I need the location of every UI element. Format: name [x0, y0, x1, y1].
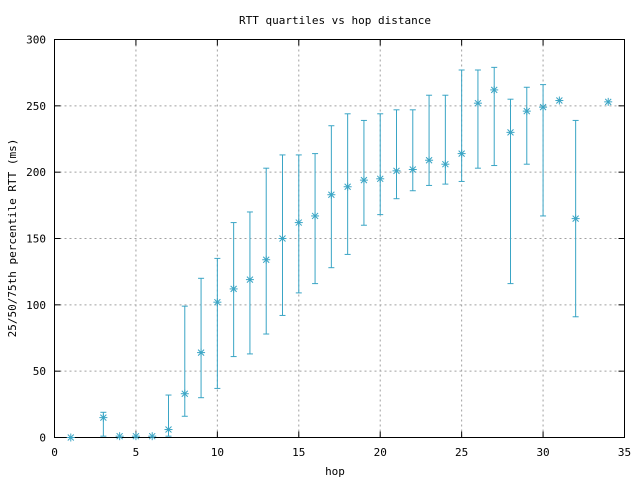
data-points [66, 66, 613, 442]
median-point [376, 174, 385, 183]
marker-stroke [344, 183, 351, 191]
marker-stroke [523, 107, 531, 115]
y-tick-label: 150 [26, 233, 46, 246]
marker-stroke [328, 191, 335, 199]
median-point [311, 211, 320, 220]
median-point [571, 214, 580, 223]
median-point [131, 432, 140, 441]
marker-stroke [246, 276, 254, 283]
median-point [197, 348, 206, 357]
median-point [66, 433, 75, 442]
marker-stroke [474, 99, 482, 107]
chart-title: RTT quartiles vs hop distance [239, 14, 431, 27]
marker-stroke [409, 166, 417, 173]
marker-stroke [572, 215, 579, 222]
y-axis-label: 25/50/75th percentile RTT (ms) [6, 139, 19, 338]
median-point [604, 97, 613, 106]
marker-stroke [507, 129, 514, 136]
y-tick-label: 200 [26, 166, 46, 179]
median-point [506, 128, 515, 137]
median-point [359, 176, 368, 185]
x-tick-label: 10 [211, 446, 224, 459]
marker-stroke [165, 426, 172, 433]
marker-stroke [132, 432, 140, 440]
median-point [99, 413, 108, 422]
median-point [164, 425, 173, 434]
x-tick-label: 5 [133, 446, 140, 459]
median-point [408, 165, 417, 174]
marker-stroke [295, 219, 303, 226]
x-tick-label: 15 [292, 446, 305, 459]
marker-stroke [230, 285, 237, 293]
marker-stroke [197, 349, 205, 356]
x-tick-label: 25 [455, 446, 468, 459]
marker-stroke [116, 432, 123, 440]
marker-stroke [279, 235, 286, 242]
median-point [180, 389, 189, 398]
marker-stroke [458, 150, 465, 157]
x-tick-label: 20 [374, 446, 387, 459]
median-point [229, 284, 238, 293]
median-point [490, 85, 499, 94]
x-axis-label: hop [325, 465, 345, 478]
median-point [262, 255, 271, 264]
median-point [245, 275, 254, 284]
median-point [294, 218, 303, 227]
median-point [148, 432, 157, 441]
y-tick-label: 0 [39, 432, 46, 445]
median-point [213, 298, 222, 307]
median-point [278, 234, 287, 243]
marker-stroke [442, 160, 449, 168]
marker-stroke [214, 298, 221, 306]
marker-stroke [425, 156, 433, 164]
median-point [473, 99, 482, 108]
median-point [327, 190, 336, 199]
median-point [441, 160, 450, 169]
x-tick-label: 30 [536, 446, 549, 459]
grid-lines [54, 39, 625, 438]
marker-stroke [67, 434, 75, 441]
marker-stroke [556, 97, 563, 104]
marker-stroke [376, 175, 384, 183]
marker-stroke [181, 390, 189, 398]
median-point [555, 96, 564, 105]
axis-ticks: 0 5 10 15 20 25 30 35 0 50 100 150 200 250 300 [26, 34, 631, 460]
median-point [425, 156, 434, 165]
y-tick-label: 250 [26, 100, 46, 113]
marker-stroke [490, 86, 498, 94]
y-tick-label: 300 [26, 34, 46, 47]
x-tick-label: 35 [618, 446, 631, 459]
median-point [457, 149, 466, 158]
median-point [522, 107, 531, 116]
median-point [539, 103, 548, 112]
median-point [392, 166, 401, 175]
y-tick-label: 100 [26, 299, 46, 312]
median-point [115, 432, 124, 441]
marker-stroke [100, 414, 107, 421]
marker-stroke [262, 256, 270, 264]
x-tick-label: 0 [51, 446, 58, 459]
marker-stroke [393, 167, 400, 175]
marker-stroke [539, 103, 547, 111]
marker-stroke [360, 176, 368, 184]
marker-stroke [148, 432, 156, 440]
median-point [343, 182, 352, 191]
y-tick-label: 50 [33, 365, 46, 378]
marker-stroke [311, 212, 319, 220]
marker-stroke [604, 98, 612, 106]
